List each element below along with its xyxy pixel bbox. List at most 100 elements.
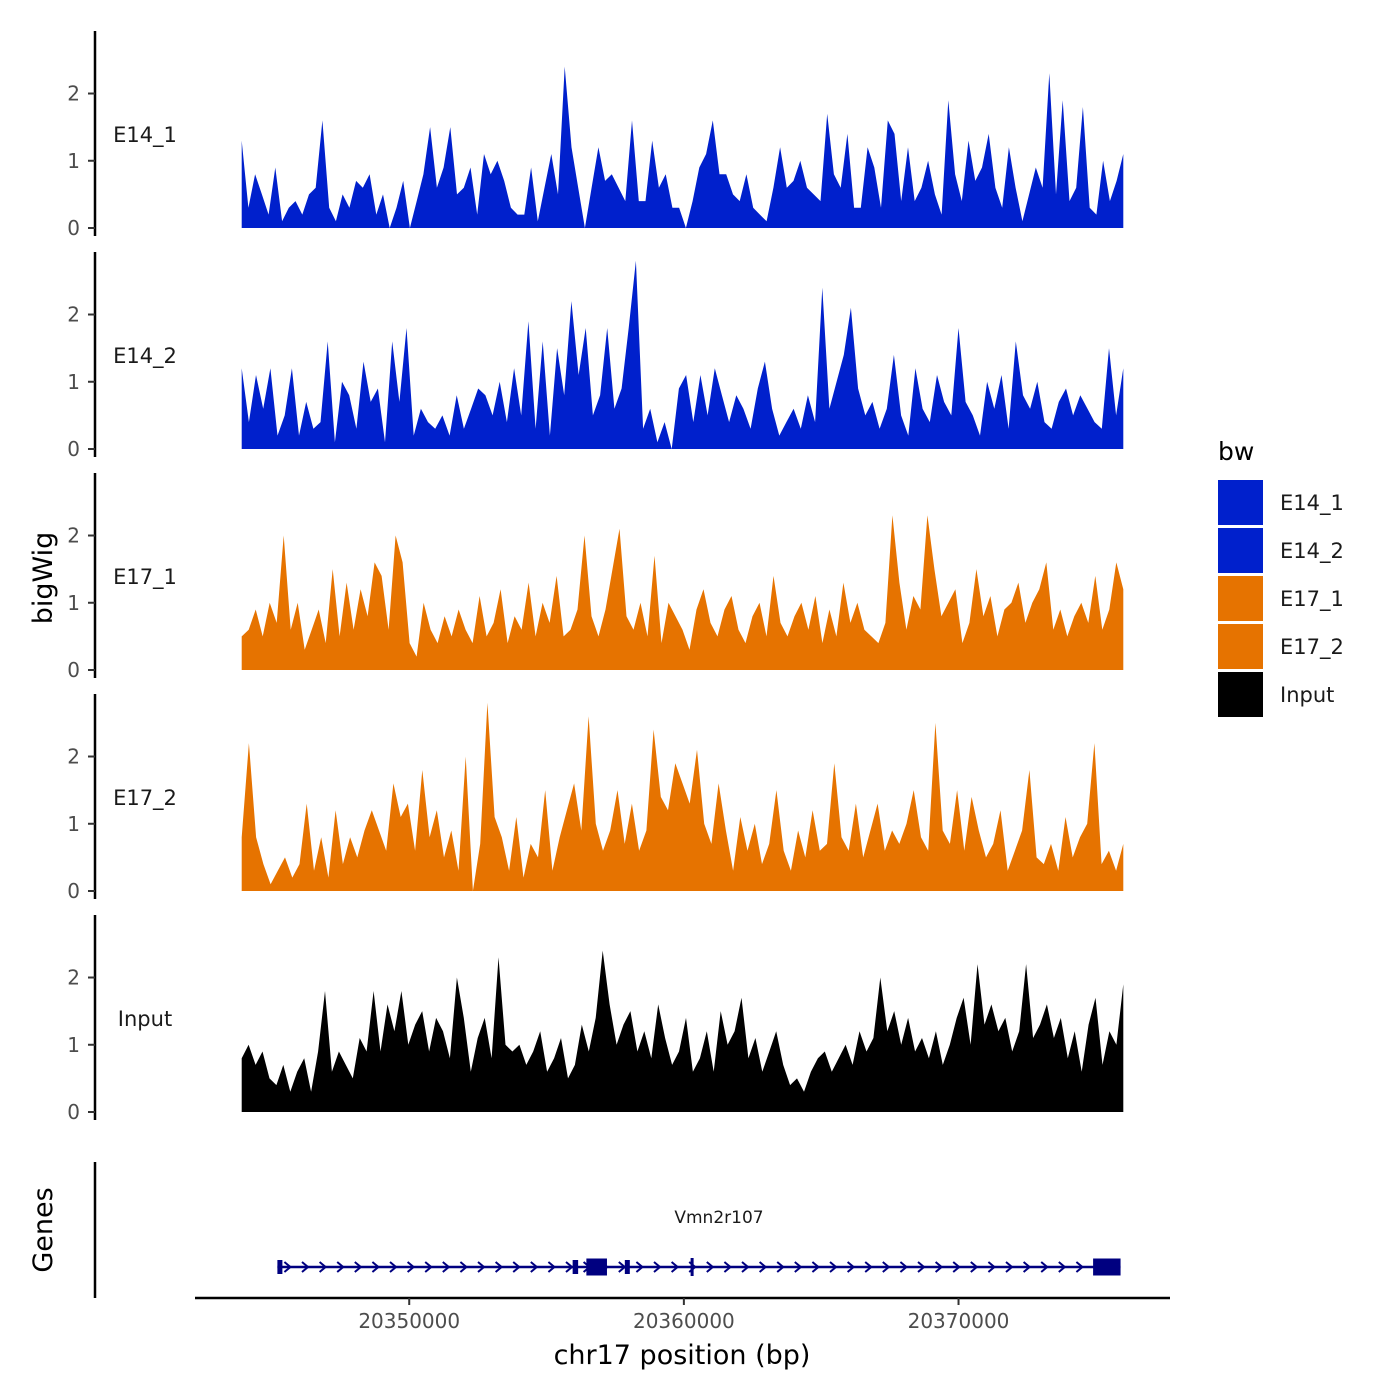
strand-arrow	[653, 1261, 662, 1273]
strand-arrow	[354, 1261, 363, 1273]
legend-entry: E14_2	[1218, 528, 1344, 573]
y-tick-label: 2	[67, 745, 80, 769]
strand-arrow	[459, 1261, 468, 1273]
y-tick-label: 0	[67, 658, 80, 682]
strand-arrow	[1040, 1261, 1049, 1273]
x-tick-label: 20370000	[908, 1309, 1010, 1333]
genes-track: Genes Vmn2r107	[28, 1162, 1121, 1298]
legend-entry: E17_2	[1218, 624, 1344, 669]
legend-entry: Input	[1218, 672, 1334, 717]
x-axis-title: chr17 position (bp)	[554, 1340, 811, 1371]
signal-area-E17_2	[241, 702, 1124, 891]
strand-arrow	[987, 1261, 996, 1273]
track-E14_1: 0 1 2 E14_1	[67, 31, 1124, 240]
signal-tracks: 0 1 2 E14_1 0 1 2 E14_2 0 1 2 E17_1 0 1 2 E17_2 0 1 2 Input	[67, 31, 1124, 1124]
y-tick-label: 0	[67, 879, 80, 903]
exon	[277, 1260, 283, 1274]
x-tick-label: 20350000	[358, 1309, 460, 1333]
strand-arrow	[301, 1261, 310, 1273]
strand-arrow	[1075, 1261, 1084, 1273]
track-E17_2: 0 1 2 E17_2	[67, 694, 1124, 903]
y-tick-label: 1	[67, 370, 80, 394]
legend-label: E17_1	[1280, 587, 1344, 612]
signal-area-E17_1	[241, 515, 1124, 670]
strand-arrow	[512, 1261, 521, 1273]
strand-arrow	[811, 1261, 820, 1273]
legend-label: E14_1	[1280, 491, 1344, 516]
strand-arrow	[477, 1261, 486, 1273]
strand-arrow	[371, 1261, 380, 1273]
signal-area-E14_1	[241, 66, 1124, 228]
strand-arrow	[776, 1261, 785, 1273]
strand-arrow	[864, 1261, 873, 1273]
strand-arrow	[389, 1261, 398, 1273]
legend-label: Input	[1280, 683, 1334, 707]
y-tick-label: 2	[67, 524, 80, 548]
legend-swatch	[1218, 576, 1263, 621]
y-tick-label: 1	[67, 1033, 80, 1057]
x-axis: chr17 position (bp) 20350000 20360000 2037…	[195, 1296, 1170, 1371]
strand-arrow	[494, 1261, 504, 1273]
track-E17_1: 0 1 2 E17_1	[67, 473, 1124, 682]
strand-arrow	[1058, 1261, 1067, 1273]
track-E14_2: 0 1 2 E14_2	[67, 252, 1124, 461]
track-label: E14_2	[113, 344, 177, 369]
strand-arrow	[917, 1261, 926, 1273]
strand-arrow	[829, 1261, 838, 1273]
strand-arrow	[406, 1261, 416, 1273]
legend-entry: E17_1	[1218, 576, 1344, 621]
y-tick-label: 1	[67, 812, 80, 836]
y-tick-label: 2	[67, 966, 80, 990]
legend-entry: E14_1	[1218, 480, 1344, 525]
strand-arrow	[723, 1261, 732, 1273]
y-tick-label: 0	[67, 1100, 80, 1124]
strand-arrow	[336, 1261, 345, 1273]
y-tick-label: 0	[67, 437, 80, 461]
y-tick-label: 1	[67, 591, 80, 615]
legend-swatch	[1218, 480, 1263, 525]
y-tick-label: 0	[67, 216, 80, 240]
track-label: E17_1	[113, 565, 177, 590]
legend-swatch	[1218, 672, 1263, 717]
legend-label: E14_2	[1280, 539, 1344, 564]
strand-arrow	[424, 1261, 433, 1273]
strand-arrow	[442, 1261, 451, 1273]
gene-Vmn2r107: Vmn2r107	[277, 1208, 1121, 1276]
track-label: E17_2	[113, 786, 177, 811]
exon	[624, 1260, 630, 1274]
y-tick-label: 2	[67, 303, 80, 327]
strand-arrow	[882, 1261, 891, 1273]
y-axis-title: bigWig	[28, 532, 59, 625]
strand-arrow	[530, 1261, 539, 1273]
strand-arrow	[565, 1261, 574, 1273]
exon	[1093, 1258, 1121, 1276]
signal-area-Input	[241, 950, 1124, 1112]
legend-title: bw	[1218, 437, 1254, 466]
gene-label: Vmn2r107	[674, 1208, 763, 1228]
strand-arrow	[318, 1261, 328, 1273]
legend-swatch	[1218, 624, 1263, 669]
track-label: E14_1	[113, 123, 177, 148]
strand-arrow	[1022, 1261, 1032, 1273]
strand-arrow	[970, 1261, 979, 1273]
y-tick-label: 2	[67, 82, 80, 106]
exon	[572, 1260, 579, 1274]
strand-arrow	[1005, 1261, 1014, 1273]
track-Input: 0 1 2 Input	[67, 915, 1124, 1124]
strand-arrow	[794, 1261, 803, 1273]
strand-arrow	[899, 1261, 908, 1273]
genes-track-title: Genes	[28, 1187, 59, 1272]
y-tick-label: 1	[67, 149, 80, 173]
strand-arrow	[670, 1261, 680, 1273]
signal-area-E14_2	[241, 260, 1124, 449]
strand-arrow	[618, 1261, 627, 1273]
strand-arrow	[547, 1261, 556, 1273]
legend-label: E17_2	[1280, 635, 1344, 660]
exon	[586, 1258, 607, 1276]
strand-arrow	[283, 1261, 292, 1273]
strand-arrow	[741, 1261, 750, 1273]
strand-arrow	[706, 1261, 715, 1273]
x-tick-label: 20360000	[633, 1309, 735, 1333]
legend: bw E14_1 E14_2 E17_1 E17_2 Input	[1218, 437, 1344, 717]
